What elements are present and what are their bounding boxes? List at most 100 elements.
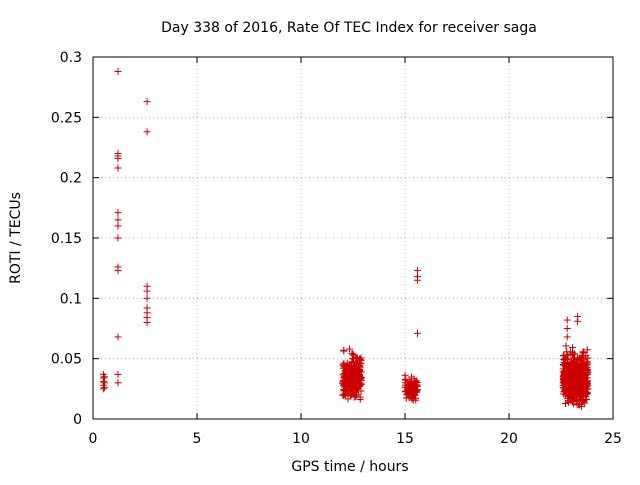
data-point [114, 209, 122, 217]
data-point [567, 393, 575, 401]
y-tick-label: 0.1 [60, 291, 82, 307]
data-point [356, 355, 364, 363]
x-tick-label: 10 [292, 431, 310, 447]
data-point [562, 342, 570, 350]
data-point [114, 154, 122, 162]
data-point [561, 387, 569, 395]
data-point [143, 128, 151, 136]
data-point [576, 379, 584, 387]
data-point [574, 317, 582, 325]
data-point [413, 267, 421, 275]
y-tick-label: 0.2 [60, 171, 82, 187]
data-point [574, 372, 582, 380]
data-point [563, 333, 571, 341]
data-point [100, 379, 108, 387]
data-point [346, 379, 354, 387]
data-point [578, 396, 586, 404]
data-point [567, 370, 575, 378]
data-point [114, 67, 122, 75]
data-point [114, 216, 122, 224]
x-tick-label: 20 [500, 431, 518, 447]
data-point [402, 394, 410, 402]
data-point [351, 386, 359, 394]
data-point [143, 294, 151, 302]
data-point [413, 329, 421, 337]
data-point [570, 394, 578, 402]
data-point [114, 164, 122, 172]
data-point [412, 394, 420, 402]
data-point [559, 352, 567, 360]
data-point [143, 318, 151, 326]
data-point [560, 355, 568, 363]
data-point [356, 359, 364, 367]
data-point [413, 276, 421, 284]
data-point [580, 349, 588, 357]
data-point [562, 366, 570, 374]
y-axis-label: ROTI / TECUs [8, 192, 24, 284]
data-point [410, 386, 418, 394]
data-point [143, 287, 151, 295]
data-point [583, 360, 591, 368]
data-point [584, 389, 592, 397]
data-point [579, 374, 587, 382]
data-point [562, 399, 570, 407]
data-point [345, 367, 353, 375]
data-point [568, 379, 576, 387]
data-point [411, 380, 419, 388]
data-point [355, 387, 363, 395]
data-point [583, 346, 591, 354]
data-point [579, 398, 587, 406]
data-point [569, 344, 577, 352]
x-tick-label: 5 [193, 431, 202, 447]
data-point [574, 401, 582, 409]
data-point [143, 98, 151, 106]
data-point [584, 359, 592, 367]
axis-ticks: 0 5 10 15 20 25 0 0.05 0.1 0.15 0.2 0.25 0.3 [51, 50, 622, 447]
data-point [581, 377, 589, 385]
data-point [340, 346, 348, 354]
y-tick-label: 0.3 [60, 50, 82, 66]
y-tick-label: 0.15 [51, 231, 82, 247]
data-point [356, 393, 364, 401]
data-point [340, 381, 348, 389]
y-tick-label: 0.05 [51, 352, 82, 368]
data-point [582, 383, 590, 391]
data-point [114, 222, 122, 230]
data-point [346, 345, 354, 353]
data-point [563, 316, 571, 324]
data-point [584, 365, 592, 373]
data-point [357, 375, 365, 383]
data-point [114, 333, 122, 341]
data-point [341, 390, 349, 398]
x-tick-label: 25 [604, 431, 622, 447]
data-point [349, 354, 357, 362]
data-point [339, 391, 347, 399]
data-point [350, 376, 358, 384]
data-point [344, 371, 352, 379]
data-point [580, 370, 588, 378]
data-point [572, 389, 580, 397]
data-point [410, 390, 418, 398]
data-point [114, 379, 122, 387]
data-point [572, 384, 580, 392]
data-point [355, 365, 363, 373]
data-point [576, 356, 584, 364]
data-points [99, 67, 592, 411]
data-point [570, 380, 578, 388]
data-point [349, 370, 357, 378]
data-point [571, 354, 579, 362]
data-point [355, 379, 363, 387]
data-point [406, 389, 414, 397]
data-point [114, 370, 122, 378]
data-point [575, 365, 583, 373]
data-point [568, 398, 576, 406]
x-axis-label: GPS time / hours [291, 459, 408, 475]
x-tick-label: 15 [396, 431, 414, 447]
data-point [343, 359, 351, 367]
chart-title: Day 338 of 2016, Rate Of TEC Index for r… [161, 20, 537, 36]
x-tick-label: 0 [89, 431, 98, 447]
data-point [100, 373, 108, 381]
data-point [409, 385, 417, 393]
data-point [403, 390, 411, 398]
